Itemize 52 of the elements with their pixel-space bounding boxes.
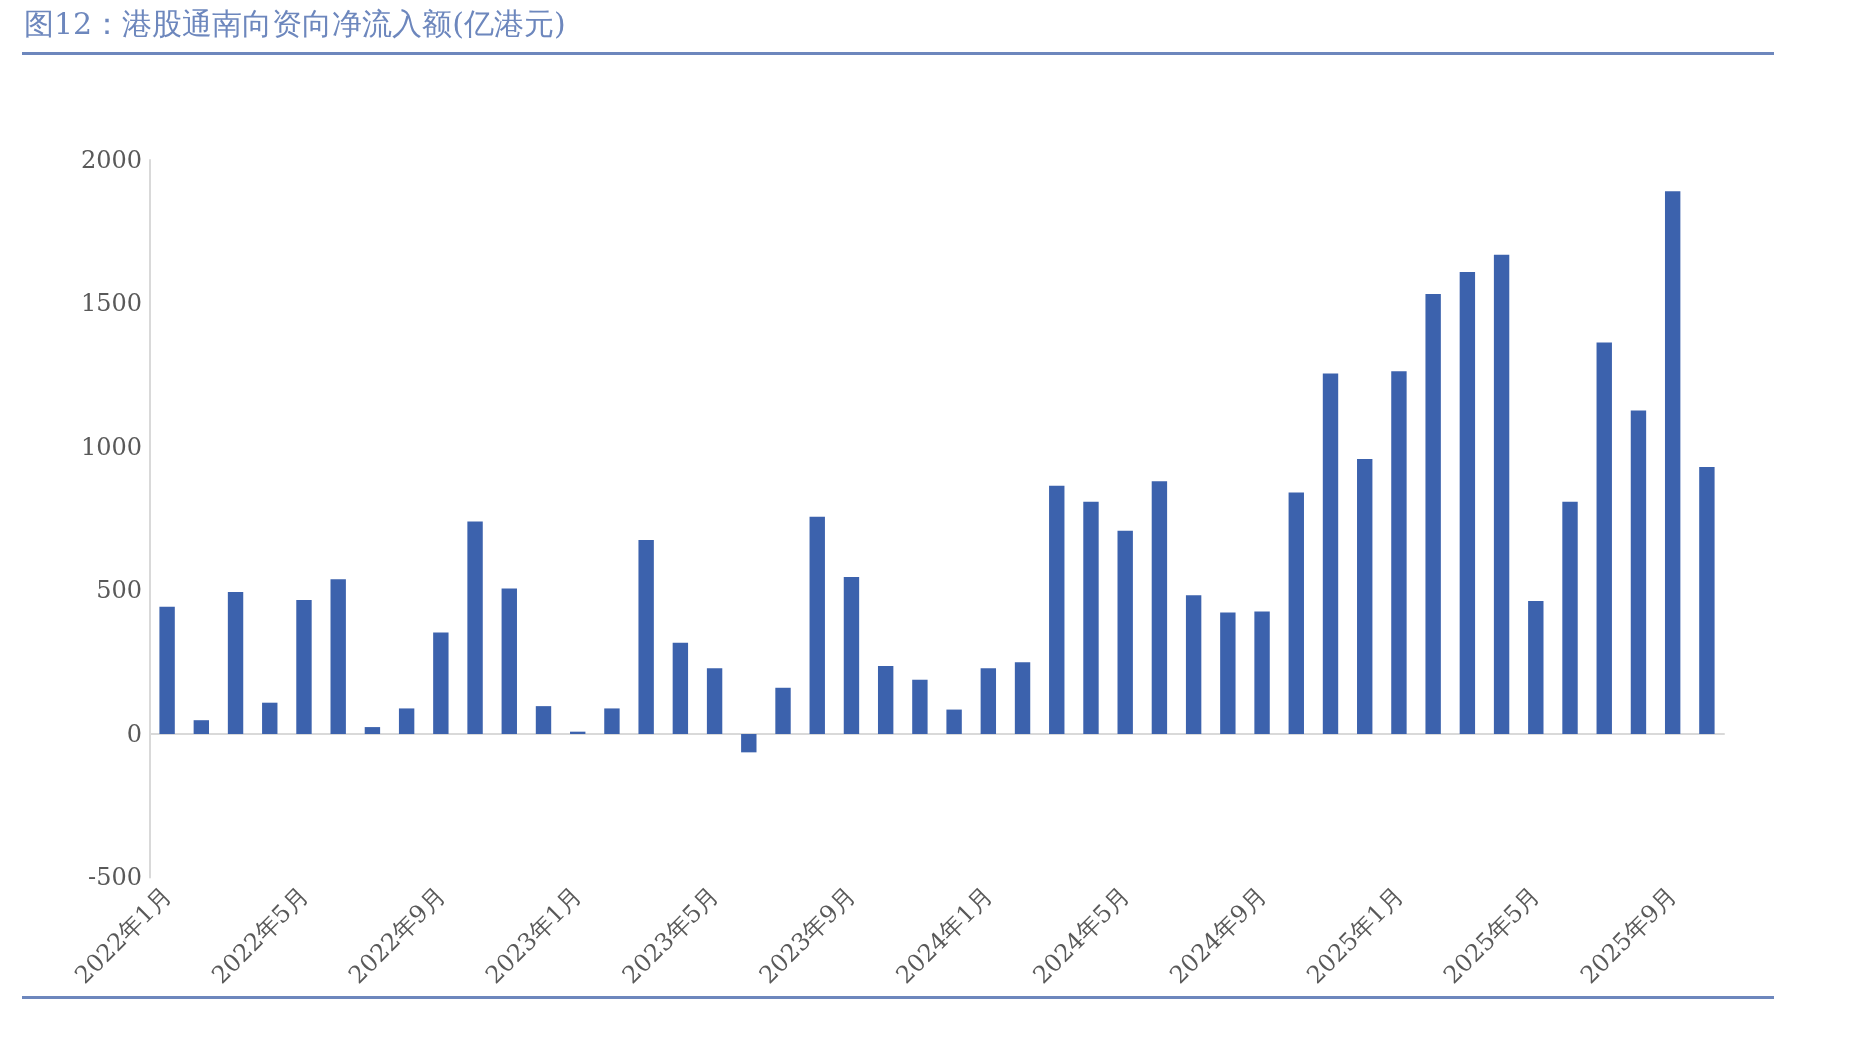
bar [1049, 485, 1065, 734]
bar [980, 668, 997, 734]
bar [1699, 467, 1715, 734]
bar [638, 539, 654, 734]
bar [1254, 611, 1270, 734]
bar [946, 709, 962, 734]
bar [1562, 501, 1578, 734]
bar [296, 599, 312, 734]
bar [775, 687, 791, 734]
bar [433, 632, 449, 734]
bar [1220, 612, 1236, 734]
bar [1357, 459, 1373, 734]
bar [535, 706, 552, 734]
y-tick-label: 1000 [80, 432, 142, 461]
bar [1322, 373, 1339, 734]
bar [262, 702, 278, 734]
bar [741, 733, 757, 753]
bar [193, 720, 210, 734]
bar [364, 727, 381, 734]
y-tick-label: 500 [96, 576, 142, 605]
y-tick-label: -500 [88, 863, 142, 892]
bar [877, 665, 894, 734]
bar [1288, 492, 1304, 734]
bar [706, 668, 723, 734]
bar [159, 606, 175, 734]
bar [330, 579, 346, 734]
y-tick-label: 2000 [80, 146, 142, 174]
bar [467, 521, 483, 734]
bar [843, 576, 860, 734]
bar [1596, 342, 1612, 734]
bar [1117, 530, 1133, 734]
bar [1014, 662, 1031, 734]
bar [1151, 481, 1168, 734]
y-tick-label: 0 [126, 719, 142, 748]
bar [1083, 501, 1099, 734]
bar [1630, 410, 1647, 734]
bar [501, 588, 517, 734]
bar [1391, 371, 1407, 734]
chart-title: 图12：港股通南向资向净流入额(亿港元) [24, 5, 566, 43]
y-tick-label: 1500 [80, 289, 142, 318]
bar [1493, 254, 1510, 734]
bar [1185, 595, 1202, 734]
bar [604, 708, 620, 734]
bar [809, 516, 825, 734]
bar [1425, 294, 1441, 734]
bar [672, 642, 689, 734]
bar [398, 708, 415, 734]
bar [227, 591, 244, 734]
bar [1664, 191, 1681, 734]
bar [1528, 601, 1544, 734]
bar [1459, 271, 1476, 734]
bar [912, 679, 928, 734]
